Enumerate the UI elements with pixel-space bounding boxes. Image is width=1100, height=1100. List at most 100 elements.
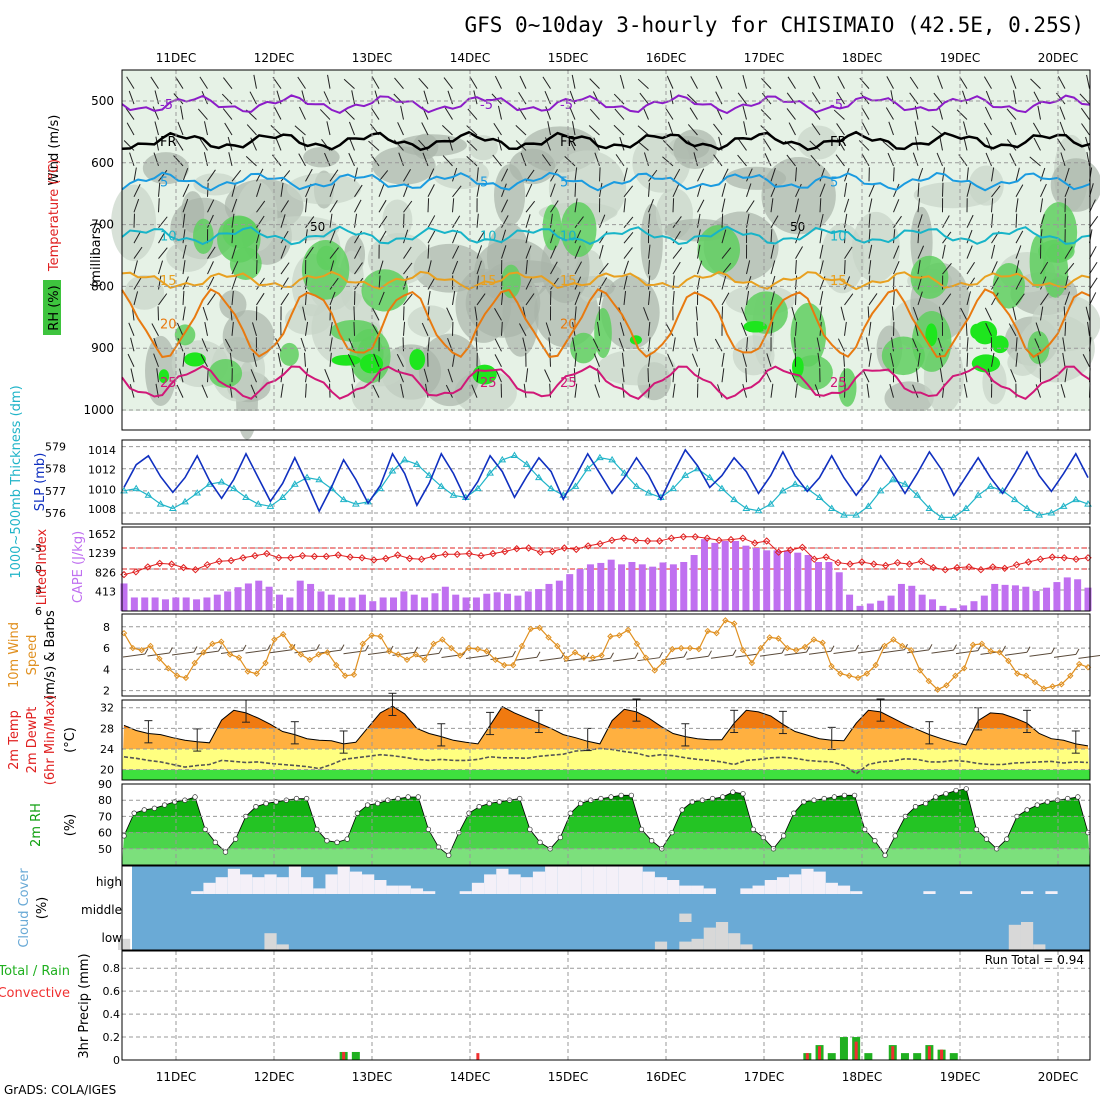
cape-bar: [918, 594, 926, 611]
wind-barb: [763, 138, 772, 151]
wind-speed-marker: [509, 661, 517, 669]
date-label-bottom: 15DEC: [548, 1070, 588, 1084]
cape-tick: 826: [95, 566, 116, 579]
wind-barb: [207, 276, 215, 290]
thickness-marker: [937, 513, 946, 520]
lifted-index-marker: [965, 563, 973, 571]
thickness-marker: [925, 504, 934, 512]
contour-label: -5: [480, 98, 493, 113]
cape-bar: [929, 599, 937, 611]
rh-shade-blob: [284, 304, 332, 335]
wind-barb: [229, 352, 233, 367]
wind-barb: [1015, 337, 1018, 352]
wind-barb: [574, 167, 578, 182]
cape-bar: [535, 589, 543, 611]
wind-barb: [398, 152, 404, 167]
wind-barb-10m: [637, 657, 660, 662]
thickness-marker: [229, 484, 238, 492]
wind-barb: [231, 183, 237, 197]
thickness-marker: [913, 491, 922, 498]
wind-barb: [153, 152, 159, 167]
wind-barb-10m: [220, 649, 244, 654]
wind-barb: [746, 337, 749, 352]
rh-marker: [922, 800, 929, 807]
lifted-index-marker: [834, 558, 842, 567]
wind-barb: [207, 261, 214, 275]
thickness-tick: 578: [45, 463, 66, 476]
lifted-index-marker: [893, 558, 902, 567]
wind-barb: [963, 383, 968, 398]
thickness-marker: [168, 504, 177, 512]
wind-barb: [819, 260, 824, 275]
wind-speed-marker: [739, 647, 747, 654]
wind-barb: [959, 76, 968, 89]
li-tick: 6: [35, 605, 42, 618]
wind-barb: [599, 291, 603, 306]
wind-barb: [448, 136, 453, 151]
slp-tick: 1014: [88, 444, 116, 457]
wind-speed-marker: [960, 665, 968, 672]
wind-barb-10m: [977, 644, 982, 651]
precip-tick: 0.4: [103, 1008, 121, 1021]
cloud-cell: [923, 891, 936, 894]
wind-barb: [305, 168, 313, 182]
wind-barb: [427, 230, 436, 244]
rh-marker: [892, 833, 898, 839]
rh-shade-blob: [260, 216, 340, 241]
wind-speed-marker: [828, 662, 835, 670]
cloud-cell: [1020, 891, 1034, 894]
thickness-marker: [974, 491, 983, 498]
thickness-marker: [522, 460, 531, 467]
wind-barb: [231, 170, 242, 182]
wind-barb: [819, 213, 824, 228]
cloud-cell: [325, 874, 338, 894]
wind-speed-marker: [218, 638, 225, 645]
wind-barb: [942, 293, 952, 306]
cape-bar: [545, 583, 553, 611]
wind-barb: [937, 75, 943, 89]
wind-barb: [329, 200, 338, 213]
wind-barb: [476, 213, 479, 228]
wind-barb: [966, 277, 976, 290]
cape-bar: [296, 580, 304, 611]
lifted-index-marker: [513, 544, 521, 553]
wind-barb: [893, 261, 900, 275]
rh-shade-green: [217, 215, 261, 263]
wind-barb: [427, 277, 436, 290]
wind-barb: [861, 107, 870, 120]
rh-marker: [476, 804, 482, 810]
wind-barb: [614, 108, 625, 120]
wind-barb: [623, 198, 626, 213]
wind-barb: [154, 90, 159, 105]
wind-barb-10m: [1051, 647, 1055, 654]
thickness-marker: [1010, 495, 1019, 503]
thickness-marker: [718, 484, 726, 492]
wind-barb: [372, 307, 380, 321]
slp-axis-label: SLP (mb): [33, 453, 48, 512]
cape-bar: [431, 593, 439, 611]
cape-bar: [213, 594, 221, 611]
lifted-index-marker: [608, 536, 616, 545]
wind-barb: [721, 275, 727, 290]
cape-bar: [514, 595, 522, 611]
date-label-bottom: 12DEC: [254, 1070, 294, 1084]
wind-barb: [222, 77, 233, 89]
cloud-cell: [679, 913, 692, 922]
wind-barb: [985, 152, 992, 167]
wind-speed-marker: [341, 672, 349, 679]
wind-barb: [917, 352, 921, 367]
wind-barb: [721, 368, 725, 383]
wind-barb: [1040, 198, 1044, 213]
wind-barb: [594, 152, 600, 167]
wind-barb: [770, 260, 776, 275]
wind-barb: [256, 277, 265, 290]
wind-barb: [1089, 246, 1097, 259]
wind-speed-marker: [686, 644, 694, 652]
wind-barb: [891, 337, 894, 352]
rh-marker: [628, 792, 635, 798]
wind-barb: [889, 383, 894, 398]
wind-barb: [623, 290, 627, 305]
thickness-marker: [242, 493, 250, 500]
wind-barb: [693, 337, 698, 352]
